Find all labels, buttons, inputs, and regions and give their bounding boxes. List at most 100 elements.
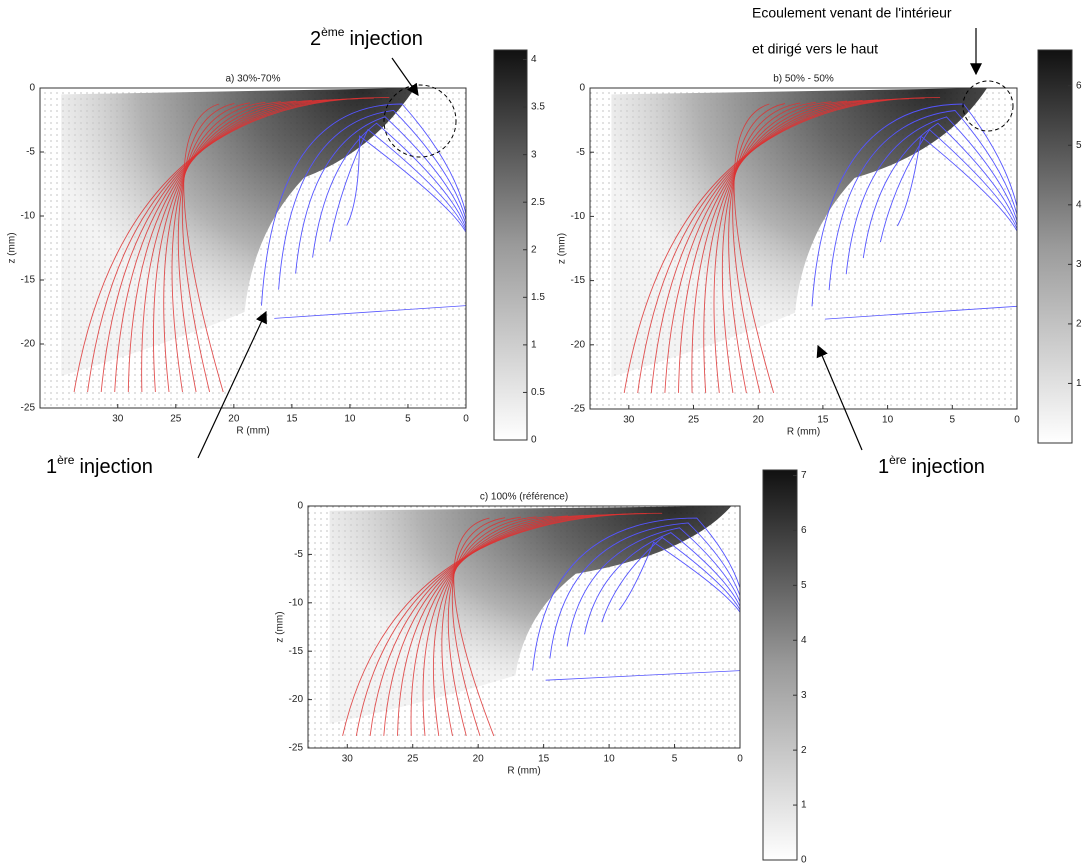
streamline <box>100 98 359 393</box>
x-axis-label: R (mm) <box>787 427 820 438</box>
speed-blob <box>611 88 988 377</box>
streamline <box>432 515 553 736</box>
speed-blob <box>61 88 415 376</box>
streamline <box>623 97 941 393</box>
colorbar-tick-label: 2 <box>801 745 807 756</box>
annotation-number: 1 <box>46 456 57 478</box>
plot-frame <box>589 87 1018 410</box>
streamline <box>678 99 879 393</box>
contour <box>346 135 466 248</box>
annotation-number: 2 <box>310 28 321 50</box>
speed-blob <box>329 506 732 724</box>
annotation: 1ère injection <box>878 453 985 478</box>
x-tick-label: 20 <box>228 414 240 425</box>
contour <box>824 305 1017 320</box>
streamline <box>691 100 863 393</box>
x-tick-label: 25 <box>170 414 182 425</box>
colorbar-tick-label: 0.5 <box>531 387 545 398</box>
plot-frame <box>39 87 467 409</box>
contour <box>845 116 1017 275</box>
chart-title: a) 30%-70% <box>225 74 280 85</box>
streamline <box>441 516 537 736</box>
colorbar-tick-label: 3 <box>1076 259 1082 270</box>
y-tick-label: -15 <box>289 646 304 657</box>
plot-frame <box>307 505 741 749</box>
annotations: 2ème injection 1ère injection Ecoulement v… <box>46 5 1014 478</box>
panel: a) 30%-70%R (mm)z (mm)30 25 20 15 10 5 00-5-10… <box>7 49 545 446</box>
colorbar-tick-label: 4 <box>1076 199 1082 210</box>
streamline <box>73 97 390 393</box>
chart-title: b) 50% - 50% <box>773 74 834 85</box>
streamline <box>410 515 584 736</box>
contour <box>549 522 740 659</box>
annotation-circle <box>383 84 457 158</box>
y-axis-label: z (mm) <box>275 611 286 642</box>
annotation: et dirigé vers le haut <box>752 41 878 57</box>
x-axis-label: R (mm) <box>236 426 269 437</box>
annotation-arrow <box>197 310 267 459</box>
y-tick-label: -5 <box>26 147 35 158</box>
contour <box>811 103 1017 307</box>
contour <box>261 103 466 306</box>
streamline <box>171 101 266 393</box>
annotation-text: injection <box>349 28 422 50</box>
y-tick-label: -25 <box>571 404 586 415</box>
annotation: Ecoulement venant de l'intérieur <box>752 5 952 21</box>
x-tick-label: 15 <box>286 414 298 425</box>
x-tick-label: 20 <box>473 754 485 765</box>
streamline <box>127 99 328 393</box>
annotation-superscript: ème <box>321 25 345 39</box>
contour <box>618 541 740 627</box>
colorbar-tick-label: 2 <box>531 244 537 255</box>
x-tick-label: 5 <box>405 414 411 425</box>
annotation-arrow <box>816 344 863 451</box>
y-tick-label: -5 <box>294 549 303 560</box>
contour <box>584 532 740 637</box>
y-tick-label: 0 <box>297 501 303 512</box>
x-tick-label: 0 <box>1014 415 1020 426</box>
contour <box>278 109 466 290</box>
annotation-text: injection <box>911 456 984 478</box>
colorbar-tick-label: 3.5 <box>531 102 545 113</box>
x-axis-label: R (mm) <box>507 766 540 777</box>
contour <box>274 305 466 319</box>
x-tick-label: 0 <box>463 414 469 425</box>
colorbar <box>1037 49 1073 444</box>
y-tick-label: -20 <box>289 694 304 705</box>
field <box>40 88 466 408</box>
x-tick-label: 15 <box>817 415 829 426</box>
contour <box>312 122 466 261</box>
annotation-arrow <box>391 57 419 96</box>
streamline <box>422 515 569 736</box>
contour <box>828 110 1017 291</box>
colorbar-tick-label: 5 <box>801 580 807 591</box>
streamline <box>397 514 600 736</box>
contour <box>879 129 1017 255</box>
x-tick-label: 30 <box>342 754 354 765</box>
streamline <box>355 513 647 736</box>
colorbar-tick-label: 3 <box>531 149 537 160</box>
colorbar-tick-label: 1.5 <box>531 292 545 303</box>
colorbar-tick-label: 4 <box>531 54 537 65</box>
colorbar-tick-label: 1 <box>1076 378 1082 389</box>
colorbar-tick-label: 6 <box>801 525 807 536</box>
colorbar-tick-label: 3 <box>801 690 807 701</box>
y-tick-label: -25 <box>289 743 304 754</box>
y-tick-label: -20 <box>571 339 586 350</box>
x-tick-label: 10 <box>882 415 894 426</box>
y-axis-label: z (mm) <box>7 232 18 263</box>
annotation-circle <box>962 80 1014 132</box>
colorbar-tick-label: 1 <box>801 800 807 811</box>
x-tick-label: 20 <box>753 415 765 426</box>
streamline <box>177 102 250 393</box>
y-tick-label: -15 <box>571 275 586 286</box>
streamline <box>87 97 374 393</box>
x-tick-label: 10 <box>604 754 616 765</box>
panel: c) 100% (référence)R (mm)z (mm)30 25 20 15 1… <box>275 469 807 866</box>
y-axis-label: z (mm) <box>557 233 568 264</box>
x-tick-label: 30 <box>623 415 635 426</box>
contour <box>601 536 740 632</box>
annotation: 2ème injection <box>310 25 423 50</box>
colorbar <box>762 469 798 861</box>
